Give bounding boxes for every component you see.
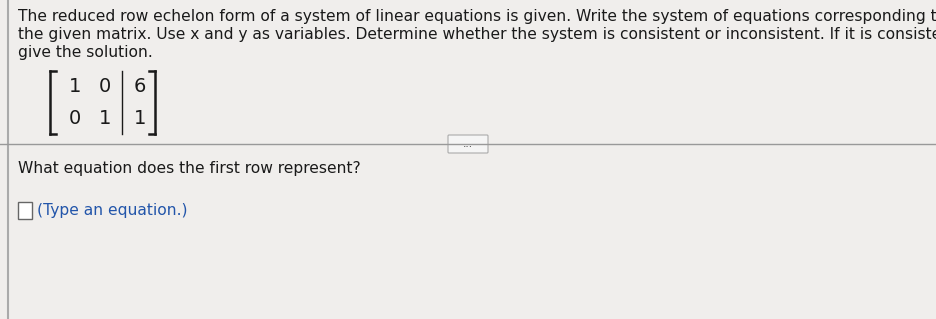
Text: give the solution.: give the solution. bbox=[18, 45, 153, 60]
Text: ...: ... bbox=[462, 139, 473, 149]
Text: 0: 0 bbox=[69, 109, 81, 129]
FancyBboxPatch shape bbox=[447, 135, 488, 153]
Text: What equation does the first row represent?: What equation does the first row represe… bbox=[18, 161, 360, 176]
Text: (Type an equation.): (Type an equation.) bbox=[37, 203, 187, 218]
Text: 0: 0 bbox=[99, 77, 111, 95]
Text: 6: 6 bbox=[134, 77, 146, 95]
Text: 1: 1 bbox=[98, 109, 111, 129]
Text: The reduced row echelon form of a system of linear equations is given. Write the: The reduced row echelon form of a system… bbox=[18, 9, 936, 24]
Text: 1: 1 bbox=[68, 77, 81, 95]
Text: the given matrix. Use x and y as variables. Determine whether the system is cons: the given matrix. Use x and y as variabl… bbox=[18, 27, 936, 42]
Bar bbox=[18, 202, 32, 219]
Text: 1: 1 bbox=[134, 109, 146, 129]
